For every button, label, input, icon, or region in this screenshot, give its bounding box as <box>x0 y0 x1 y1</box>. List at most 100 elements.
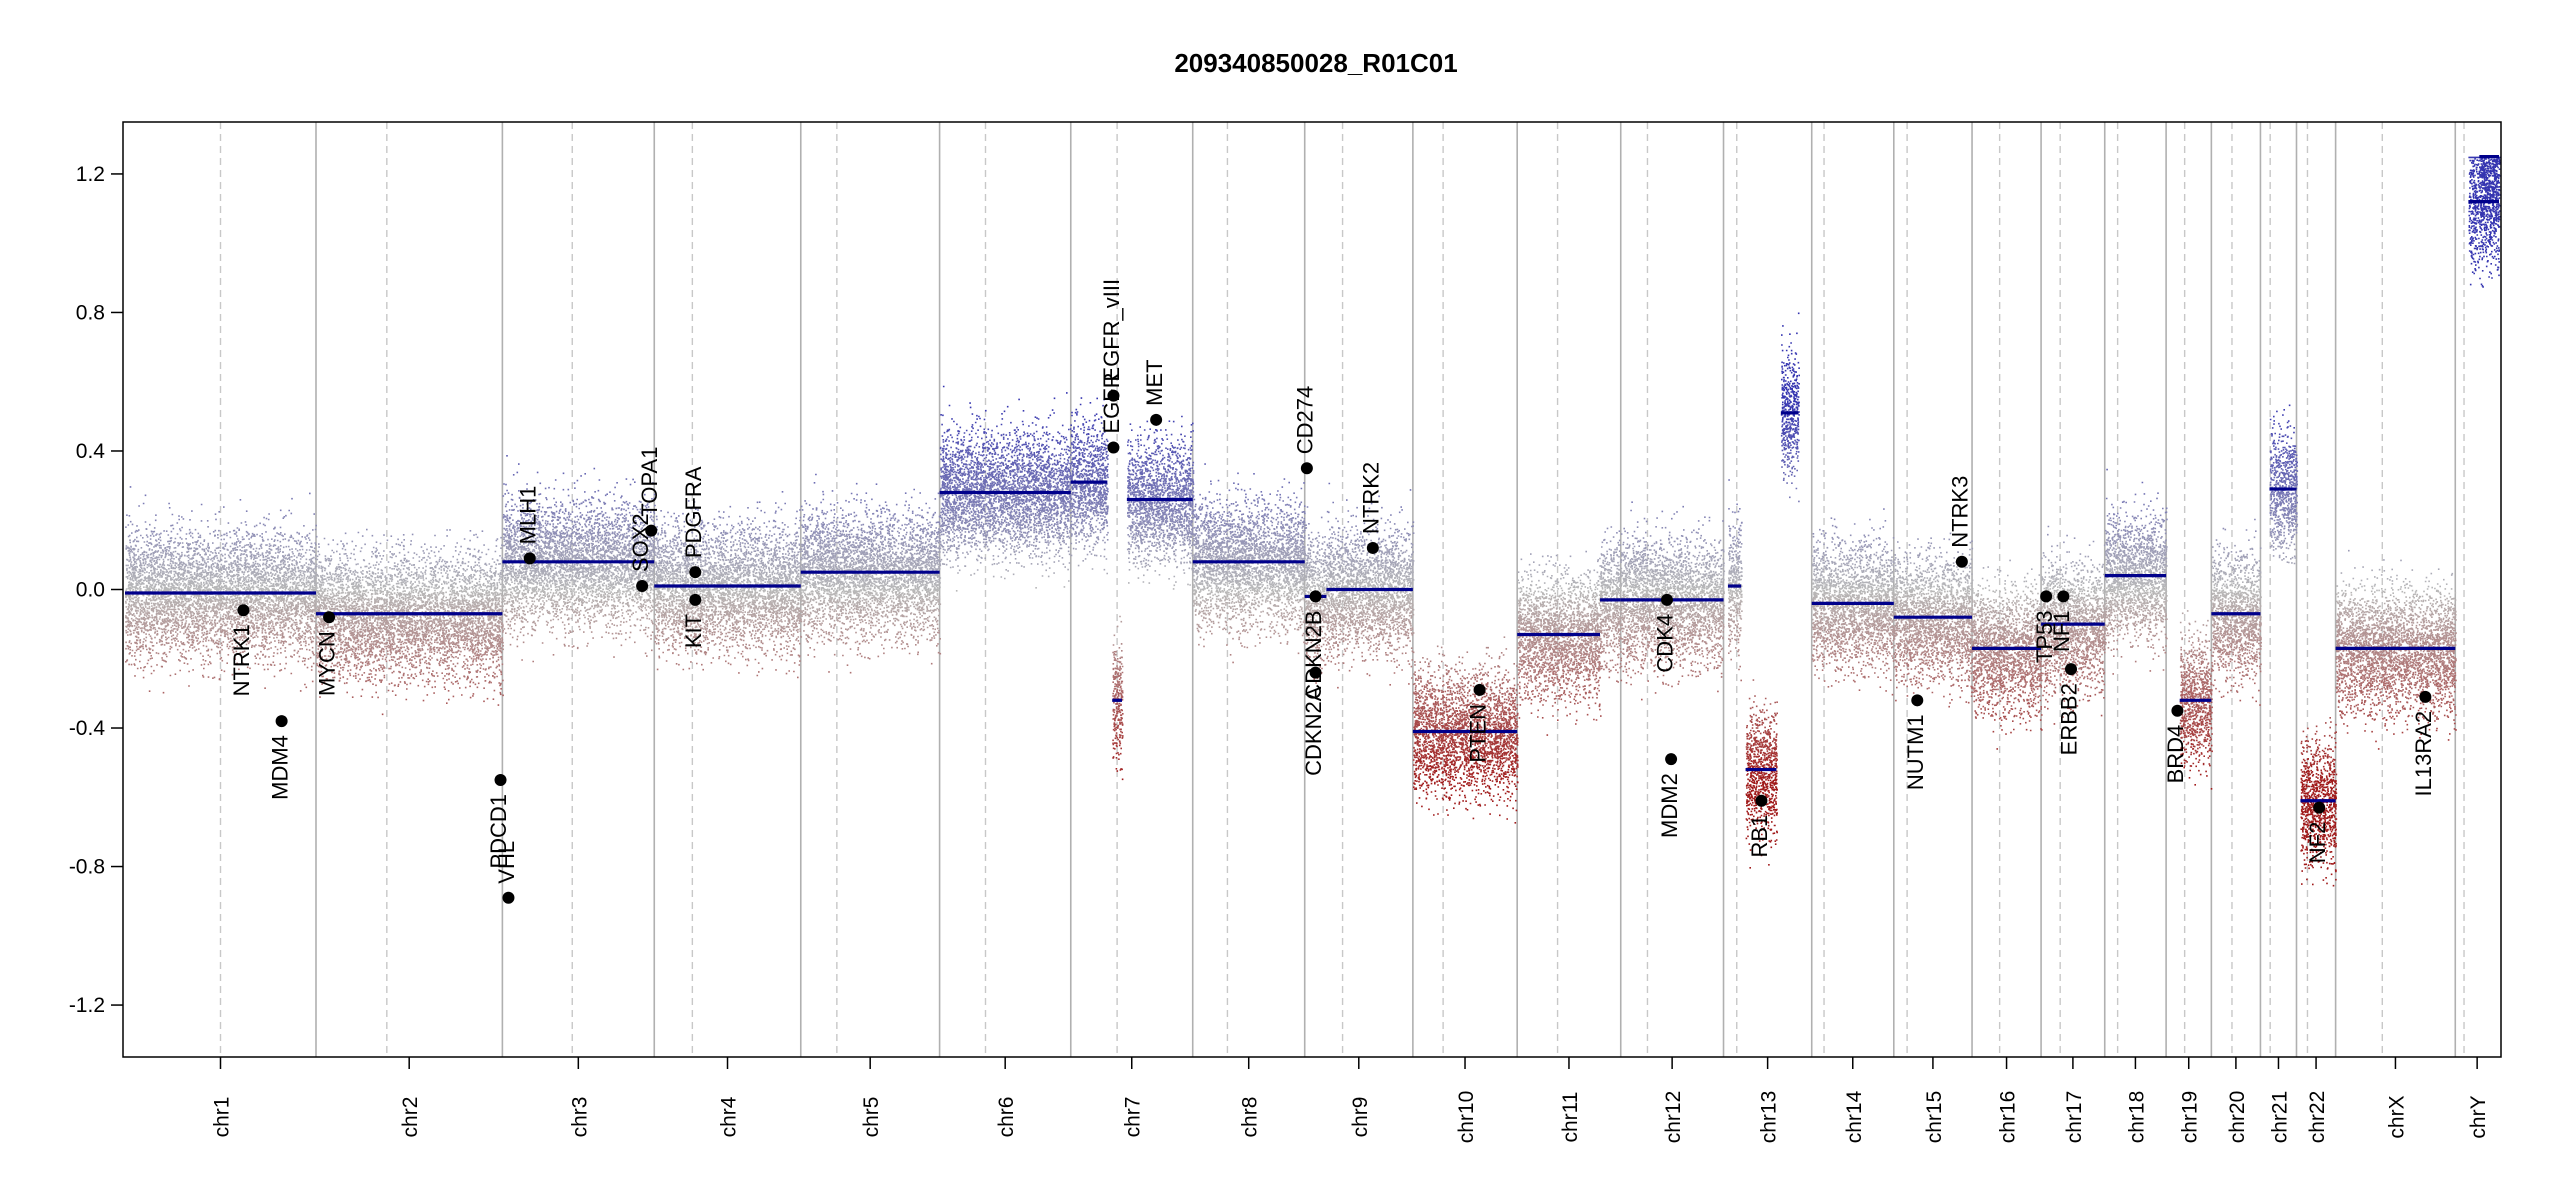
probe-point-group <box>1112 746 2327 750</box>
probe-point-group <box>506 454 2294 458</box>
probe-point-group <box>1117 751 2303 754</box>
probe-point-group <box>974 421 2289 425</box>
probe-point-group <box>1121 778 2335 781</box>
gene-marker <box>1955 555 1968 568</box>
probe-point-group <box>125 594 2452 598</box>
probe-point-group <box>126 608 2457 611</box>
probe-point-group <box>1112 717 2439 721</box>
probe-point-group <box>949 433 2287 436</box>
probe-point-group <box>125 616 2448 619</box>
probe-point-group <box>126 644 2455 648</box>
chromosome-label: chr19 <box>2179 1091 2202 1144</box>
probe-point-group <box>129 592 2451 596</box>
probe-point-group <box>125 605 2453 609</box>
gene-marker <box>2419 690 2432 703</box>
probe-point-group <box>125 575 2428 579</box>
probe-point-group <box>554 479 2296 483</box>
probe-point-group <box>544 486 2298 490</box>
probe-point-group <box>130 663 2453 667</box>
probe-point-group <box>143 637 2457 640</box>
probe-point-group <box>1112 756 2332 760</box>
probe-point-group <box>1414 749 2334 752</box>
probe-point-group <box>128 574 2398 578</box>
probe-point-group <box>1118 704 2443 708</box>
probe-points <box>125 156 2501 887</box>
gene-label: MDM4 <box>267 735 292 800</box>
probe-point-group <box>942 450 2297 454</box>
probe-point-group <box>508 508 2297 511</box>
chromosome-label: chr14 <box>1843 1090 1866 1143</box>
chromosome-label: chr5 <box>860 1097 883 1138</box>
probe-point-group <box>1115 726 2331 730</box>
probe-point-group <box>1414 761 2332 764</box>
y-tick-label: -1.2 <box>69 994 105 1017</box>
y-tick-label: -0.4 <box>69 717 106 740</box>
gene-marker <box>1309 590 1322 603</box>
gene-marker <box>494 773 507 786</box>
probe-point-group <box>127 633 2455 637</box>
gene-marker <box>1473 683 1486 696</box>
probe-point-group <box>1119 736 2188 738</box>
gene-label: IL13RA2 <box>2411 711 2436 797</box>
probe-point-group <box>1051 408 2285 412</box>
gene-marker <box>1150 413 1163 426</box>
probe-point-group <box>148 650 2455 654</box>
gene-label: NTRK2 <box>1359 462 1384 534</box>
gene-marker <box>1665 753 1678 766</box>
chromosome-label: chr22 <box>2306 1091 2329 1144</box>
probe-point-group <box>218 510 2298 514</box>
probe-point-group <box>129 557 2297 561</box>
probe-point-group <box>360 695 2453 698</box>
probe-point-group <box>134 674 2457 678</box>
probe-point-group <box>945 461 2298 465</box>
probe-point-group <box>1114 737 2336 740</box>
probe-point-group <box>940 453 2298 457</box>
gene-label: MLH1 <box>515 486 540 545</box>
chromosome-label: chr12 <box>1662 1091 1685 1144</box>
gene-marker <box>237 604 250 617</box>
probe-point-group <box>942 440 2284 444</box>
chromosome-label: chr10 <box>1455 1091 1478 1144</box>
probe-point-group <box>125 546 2290 550</box>
y-axis: -1.2 -0.8 -0.4 0.0 0.4 0.8 1.2 <box>69 163 123 1017</box>
gene-label: VHL <box>494 841 519 884</box>
chromosome-label: chr15 <box>1923 1091 1946 1144</box>
probe-point-group <box>130 562 2250 566</box>
probe-point-group <box>526 487 2297 491</box>
probe-point-group <box>1112 755 2330 758</box>
probe-point-group <box>1115 734 2331 738</box>
probe-point-group <box>1114 715 2450 719</box>
y-tick-label: 0.4 <box>76 440 106 463</box>
probe-point-group <box>1415 774 2331 778</box>
probe-point-group <box>127 622 2455 626</box>
probe-point-group <box>299 689 2440 692</box>
probe-point-group <box>142 675 2456 679</box>
probe-point-group <box>127 545 2283 549</box>
probe-point-group <box>1415 720 2332 724</box>
probe-point-group <box>126 658 2457 662</box>
probe-point-group <box>264 686 2439 690</box>
probe-point-group <box>1115 752 2327 755</box>
gene-marker <box>645 524 658 537</box>
probe-point-group <box>512 473 2297 477</box>
probe-point-group <box>126 598 2457 602</box>
probe-point-group <box>1413 773 2338 776</box>
probe-point-group <box>1112 743 2321 746</box>
probe-point-group <box>178 515 2298 519</box>
probe-point-group <box>126 617 2451 620</box>
probe-point-group <box>983 418 2272 422</box>
chart-title: 209340850028_R01C01 <box>1174 48 1457 78</box>
gene-label: MET <box>1142 359 1167 405</box>
chromosome-label: chr2 <box>399 1097 422 1138</box>
probe-point-group <box>128 534 2294 537</box>
probe-point-group <box>1113 722 2420 726</box>
gene-marker <box>2064 663 2077 676</box>
probe-point-group <box>625 477 2298 481</box>
y-tick-label: -0.8 <box>69 856 105 879</box>
gene-label: PTEN <box>1465 704 1490 763</box>
probe-point-group <box>634 480 2298 484</box>
probe-point-group <box>129 555 2294 559</box>
probe-point-group <box>127 607 2455 610</box>
probe-point-group <box>1115 731 2404 734</box>
probe-point-group <box>132 539 2286 543</box>
